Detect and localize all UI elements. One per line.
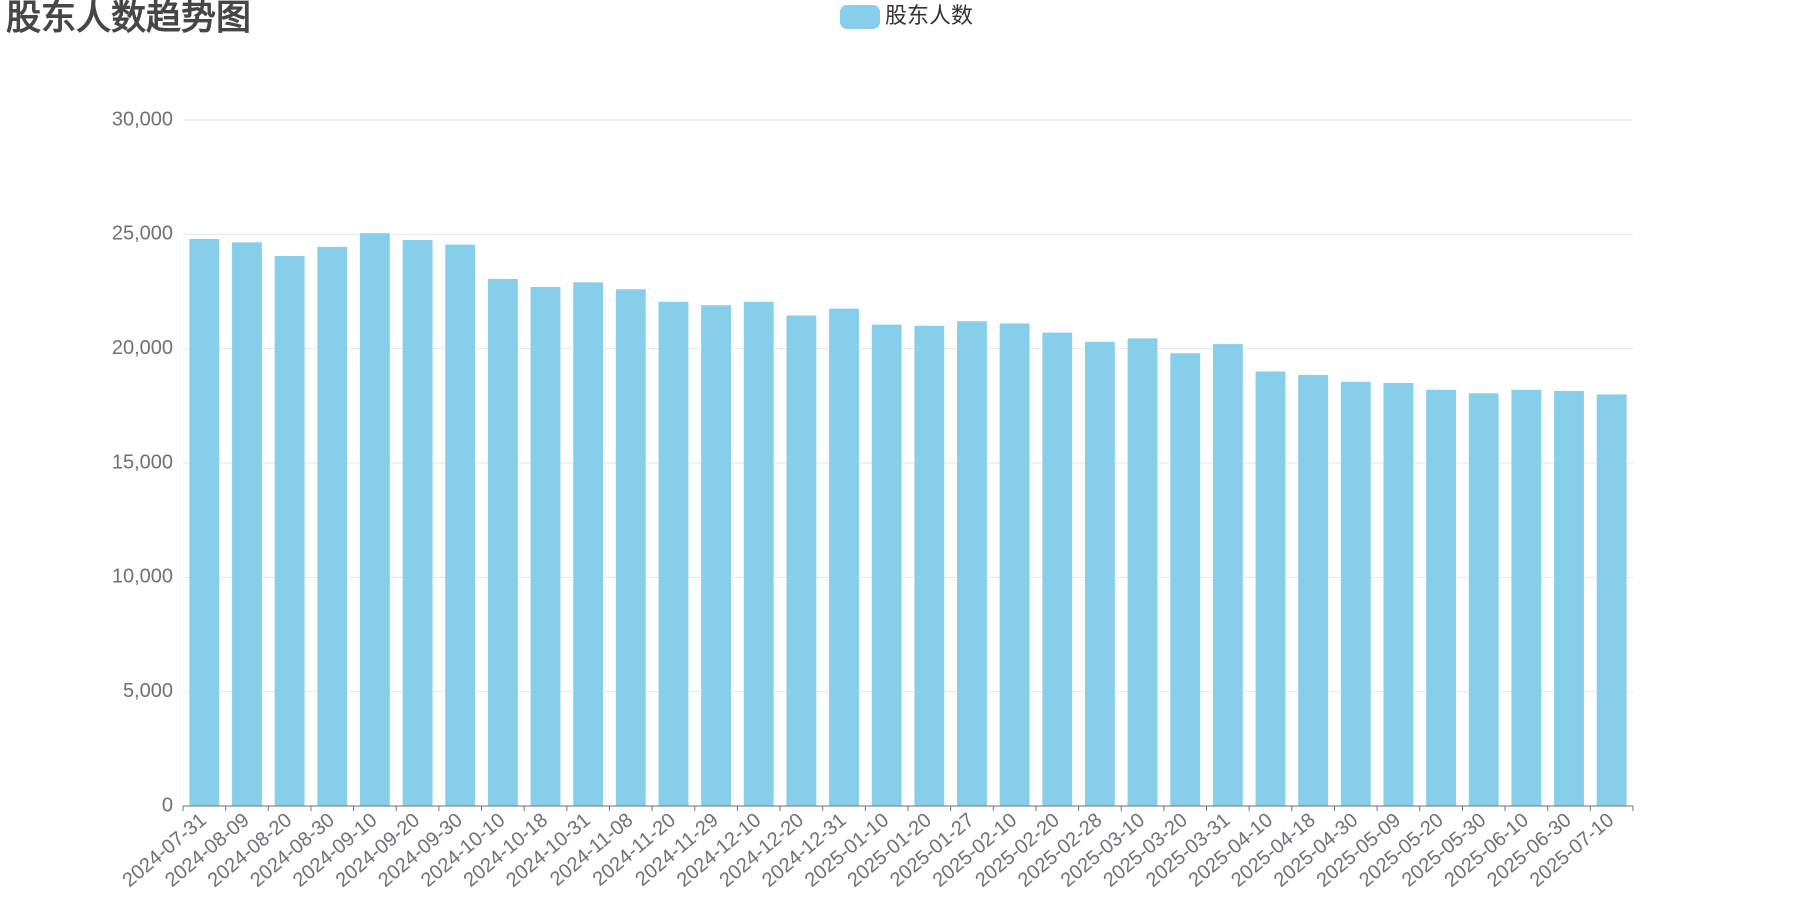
bar (1554, 390, 1584, 806)
bar (274, 256, 305, 807)
bar (1426, 389, 1457, 806)
bar (402, 240, 433, 807)
bar (1127, 338, 1158, 806)
bar (1170, 353, 1201, 806)
y-tick-label: 20,000 (112, 337, 173, 359)
bar (957, 321, 987, 806)
bar (317, 246, 348, 806)
bar (658, 301, 689, 806)
bar (701, 305, 732, 806)
bar (914, 325, 945, 806)
bar (1042, 332, 1073, 806)
bar (445, 244, 476, 806)
bar (1084, 341, 1115, 806)
y-tick-label: 25,000 (112, 223, 173, 245)
bar (359, 233, 390, 806)
bar (743, 301, 774, 806)
legend-swatch (840, 5, 880, 29)
bar (1212, 344, 1243, 806)
chart-title: 股东人数趋势图 (6, 0, 251, 37)
bar (786, 315, 817, 806)
y-tick-label: 5,000 (123, 680, 173, 702)
bar (1255, 371, 1286, 806)
y-tick-label: 30,000 (112, 108, 173, 130)
bar (1468, 393, 1499, 806)
bar (1340, 381, 1371, 806)
bar (487, 278, 518, 806)
bar (1383, 382, 1414, 806)
bar (573, 282, 604, 806)
y-tick-label: 10,000 (112, 566, 173, 588)
bar (1298, 374, 1329, 806)
legend-label: 股东人数 (885, 3, 973, 28)
bar (871, 324, 902, 806)
bar (1511, 389, 1542, 806)
bar (999, 323, 1030, 806)
y-tick-label: 15,000 (112, 451, 173, 473)
y-tick-label: 0 (162, 794, 173, 816)
bar (1596, 394, 1627, 806)
bar (829, 308, 859, 806)
bar (232, 242, 262, 806)
bar (615, 289, 646, 806)
bar (189, 238, 220, 806)
bar (530, 286, 561, 807)
